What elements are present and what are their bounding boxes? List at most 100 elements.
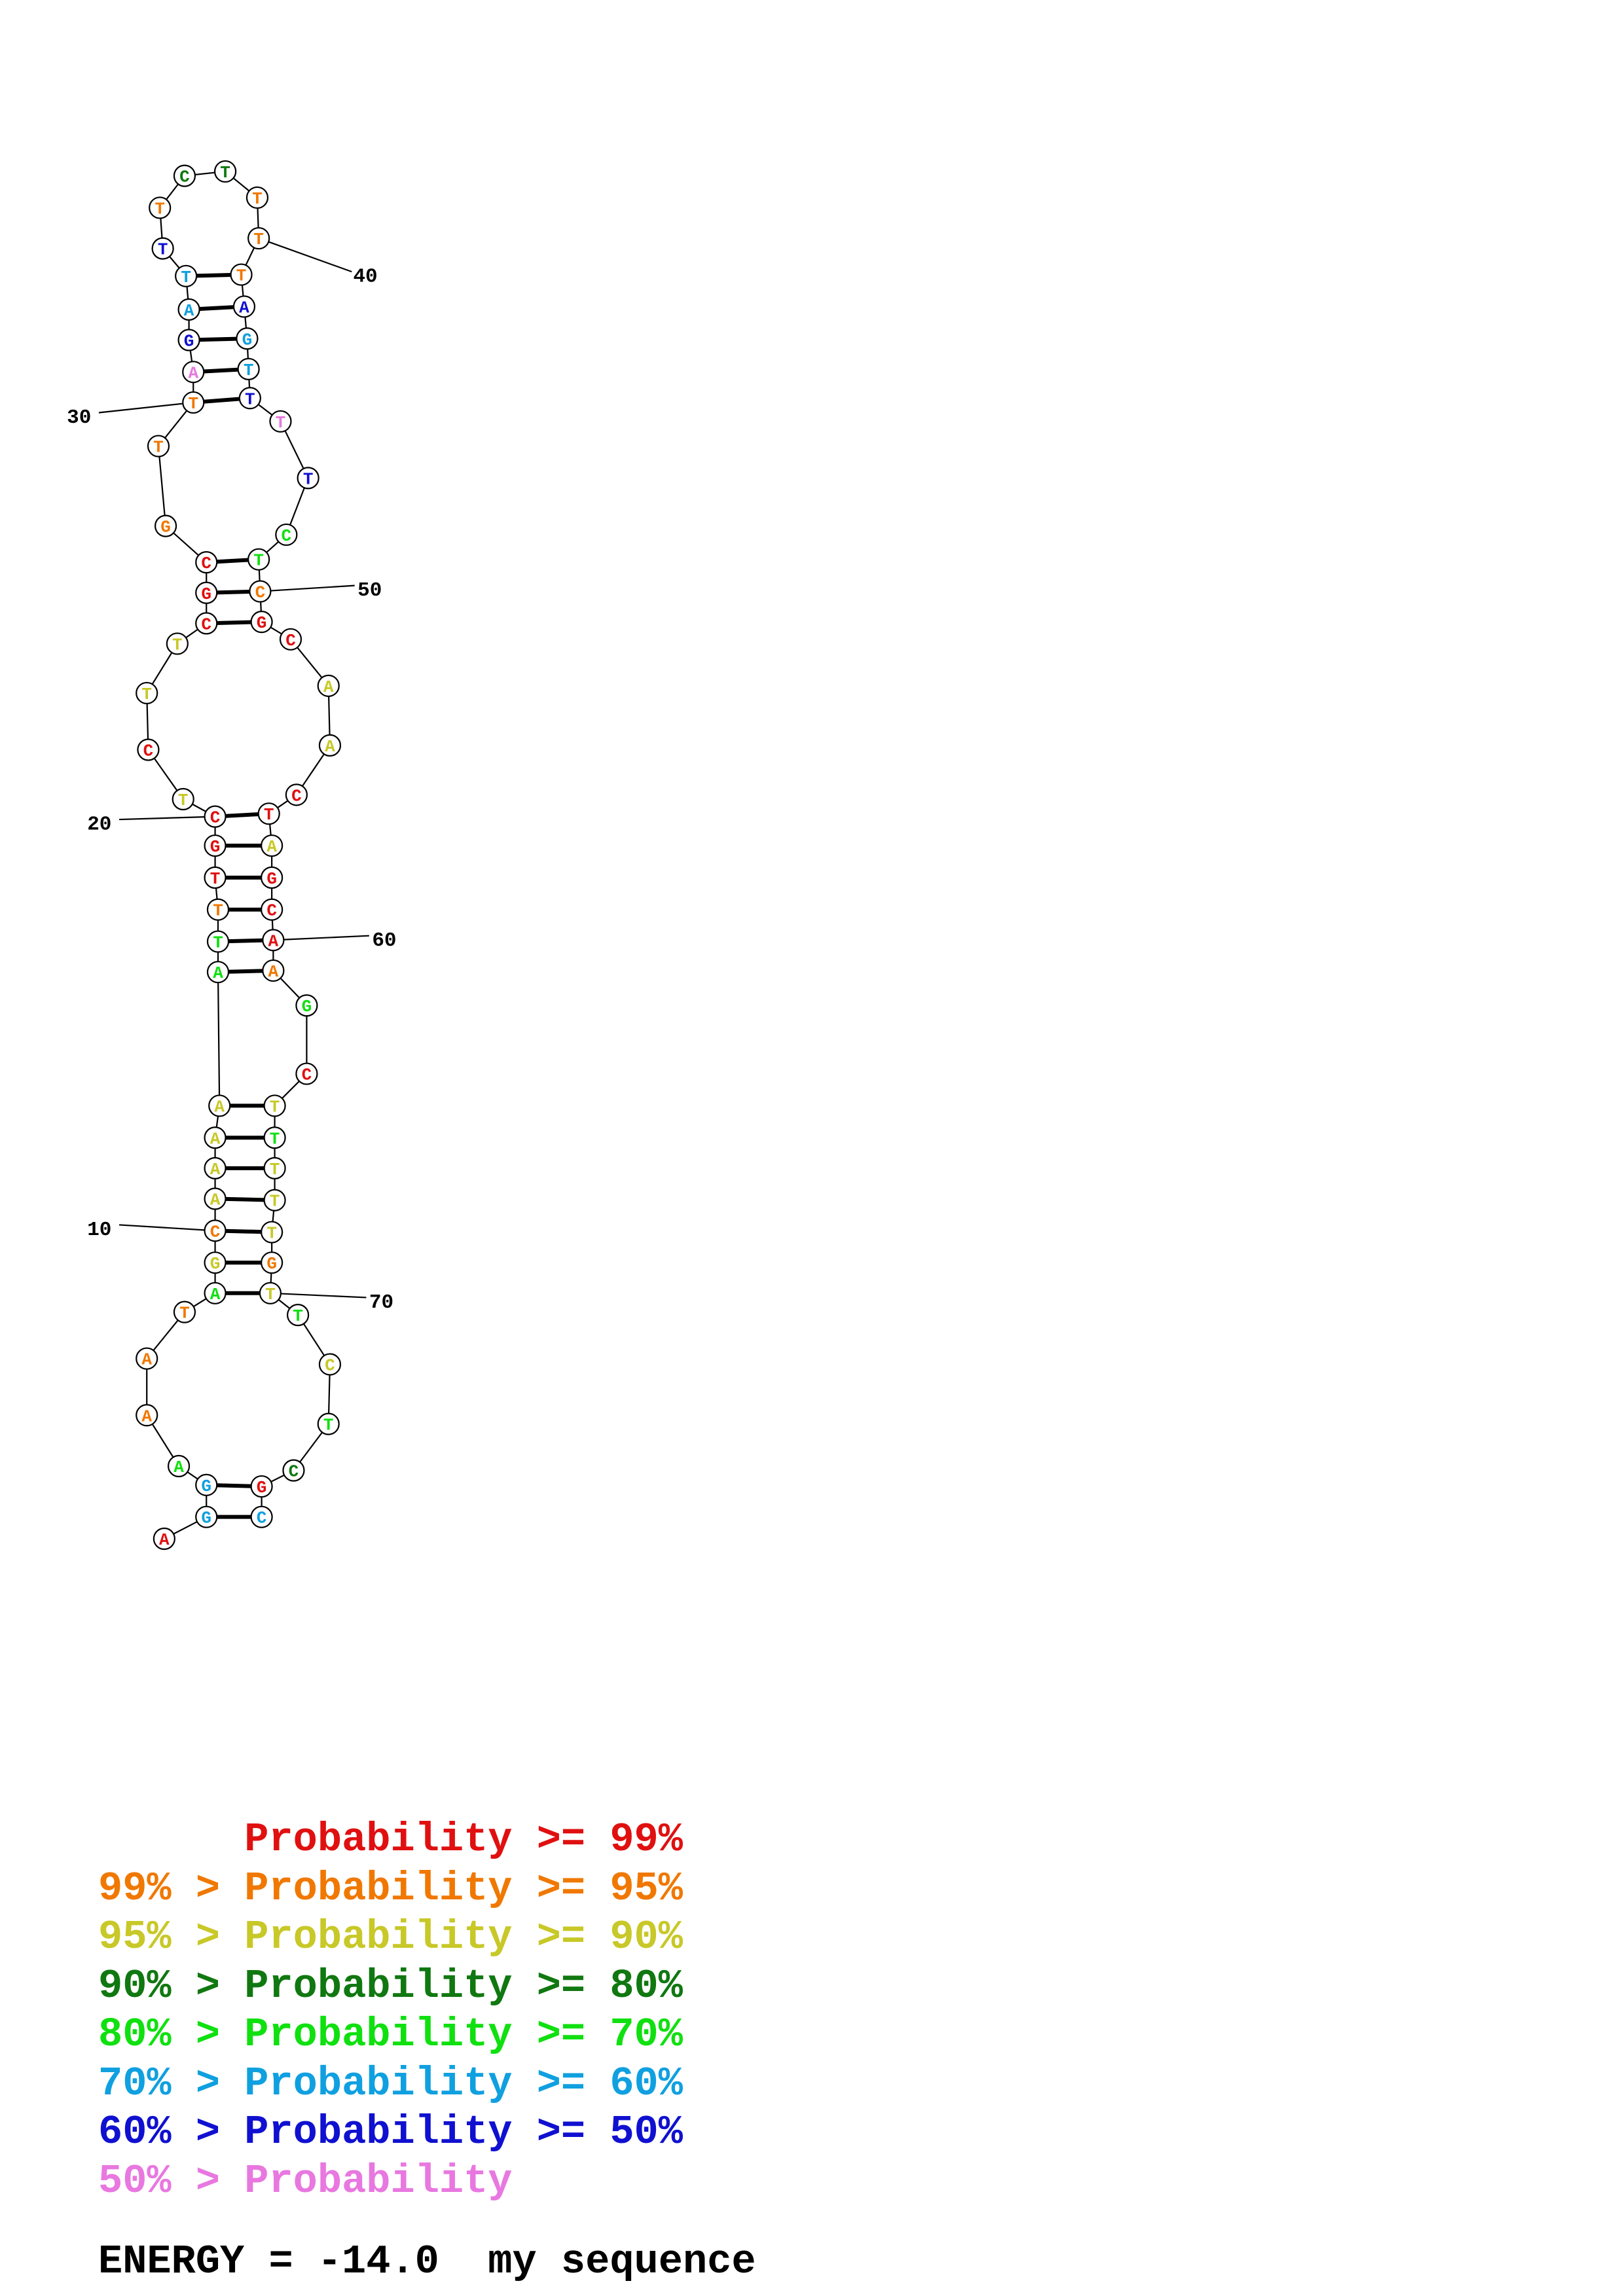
- nucleotide: A: [262, 959, 285, 982]
- legend-label: Probability: [244, 2157, 513, 2204]
- legend-prefix: 70% >: [98, 2060, 245, 2107]
- nucleotide: T: [136, 681, 158, 705]
- nucleotide: G: [204, 834, 227, 857]
- position-label: 30: [67, 406, 91, 429]
- nucleotide: C: [249, 580, 272, 603]
- nucleotide: C: [250, 1505, 273, 1528]
- nucleotide-letter: T: [276, 413, 286, 433]
- nucleotide-letter: A: [266, 837, 277, 857]
- position-tick: [119, 816, 215, 821]
- nucleotide-circle: [136, 1404, 158, 1427]
- tick-layer: 10 20 30 40 50 60 70: [67, 238, 397, 1314]
- nucleotide: T: [257, 802, 280, 825]
- nucleotide: A: [261, 834, 283, 857]
- nucleotide: A: [232, 295, 256, 318]
- nucleotide-letter: T: [303, 469, 314, 489]
- nucleotide: T: [263, 1126, 286, 1149]
- nucleotide-circle: [172, 787, 194, 811]
- nucleotide-circle: [249, 580, 272, 603]
- legend-label: Probability >= 95%: [244, 1865, 683, 1912]
- legend-label: Probability >= 80%: [244, 1962, 683, 2009]
- nucleotide: T: [175, 264, 198, 287]
- nucleotide: T: [287, 1303, 310, 1327]
- nucleotide: T: [173, 1300, 196, 1323]
- legend-label: Probability >= 90%: [244, 1914, 683, 1960]
- nucleotide-letter: A: [141, 1407, 152, 1426]
- nucleotide-letter: G: [184, 331, 194, 351]
- nucleotide-letter: G: [266, 869, 277, 889]
- nucleotide-letter: C: [282, 526, 292, 546]
- nucleotide: T: [172, 787, 194, 811]
- nucleotide-circle: [153, 1527, 175, 1551]
- legend-row: 80% > Probability >= 70%: [98, 2015, 683, 2055]
- legend-row: 70% > Probability >= 60%: [98, 2063, 683, 2104]
- nucleotide-letter: G: [242, 330, 253, 350]
- position-tick: [98, 401, 194, 414]
- nucleotide-letter: A: [214, 1097, 225, 1117]
- nucleotide-letter: T: [213, 933, 223, 953]
- nucleotide-letter: A: [159, 1530, 170, 1550]
- legend-prefix: 95% >: [98, 1914, 245, 1960]
- nucleotide: C: [173, 164, 196, 187]
- nucleotide: C: [282, 1459, 305, 1482]
- nucleotide: T: [151, 237, 174, 260]
- nucleotide: T: [238, 387, 261, 410]
- nucleotide: T: [230, 263, 253, 286]
- nucleotide-letter: T: [252, 189, 263, 209]
- nucleotide-letter: T: [244, 361, 254, 380]
- nucleotide-letter: G: [210, 1254, 221, 1274]
- nucleotide-letter: T: [220, 163, 230, 183]
- nucleotide-letter: A: [323, 677, 334, 697]
- nucleotide: C: [279, 628, 302, 651]
- nucleotide: T: [269, 410, 292, 433]
- nucleotide-circle: [204, 1219, 227, 1242]
- nucleotide-letter: A: [188, 363, 198, 383]
- nucleotide: C: [261, 898, 283, 921]
- nucleotide-letter: C: [210, 808, 221, 828]
- nucleotide: T: [237, 357, 260, 380]
- nucleotide-letter: C: [143, 742, 154, 761]
- legend-row: 95% > Probability >= 90%: [98, 1917, 683, 1958]
- nucleotide: C: [137, 738, 160, 761]
- position-label: 70: [369, 1291, 393, 1314]
- nucleotide-letter: C: [291, 786, 302, 806]
- nucleotide-circle: [230, 263, 253, 286]
- nucleotide-letter: T: [270, 1192, 280, 1211]
- nucleotide: G: [154, 514, 177, 537]
- position-label: 60: [372, 929, 396, 952]
- legend-label: Probability >= 60%: [244, 2060, 683, 2107]
- nucleotide-circle: [297, 467, 319, 490]
- nucleotide-circle: [317, 1412, 340, 1435]
- nucleotide: T: [166, 632, 189, 655]
- nucleotide-letter: G: [201, 1477, 211, 1496]
- nucleotide-letter: T: [266, 1224, 277, 1244]
- nucleotide: A: [153, 1527, 175, 1551]
- nucleotide-letter: C: [257, 1509, 267, 1528]
- nucleotide-letter: G: [257, 613, 267, 633]
- nucleotide-circle: [151, 237, 174, 260]
- nucleotide-circle: [261, 1251, 283, 1274]
- nucleotide-circle: [195, 1473, 218, 1496]
- nucleotide-letter: T: [141, 685, 152, 704]
- nucleotide-circle: [261, 898, 283, 921]
- nucleotide-letter: T: [158, 240, 168, 260]
- nucleotide: T: [214, 160, 237, 183]
- nucleotide-circle: [247, 226, 270, 250]
- nucleotide-circle: [175, 264, 198, 287]
- nucleotide-circle: [261, 866, 283, 889]
- nucleotide-circle: [206, 898, 230, 921]
- nucleotide-letter: T: [264, 805, 274, 825]
- nucleotide: T: [259, 1282, 282, 1304]
- nucleotide-letter: T: [245, 389, 255, 409]
- nucleotide-circle: [318, 1353, 342, 1376]
- nucleotide-circle: [154, 514, 177, 537]
- nucleotide: T: [263, 1094, 286, 1117]
- nucleotide: G: [295, 994, 318, 1017]
- nucleotide-circle: [195, 1505, 218, 1528]
- nucleotide-letter: A: [210, 1285, 221, 1304]
- nucleotide-letter: A: [184, 301, 194, 321]
- nucleotide-circle: [250, 1475, 273, 1498]
- nucleotide-circle: [250, 611, 273, 634]
- nucleotide: G: [261, 866, 283, 889]
